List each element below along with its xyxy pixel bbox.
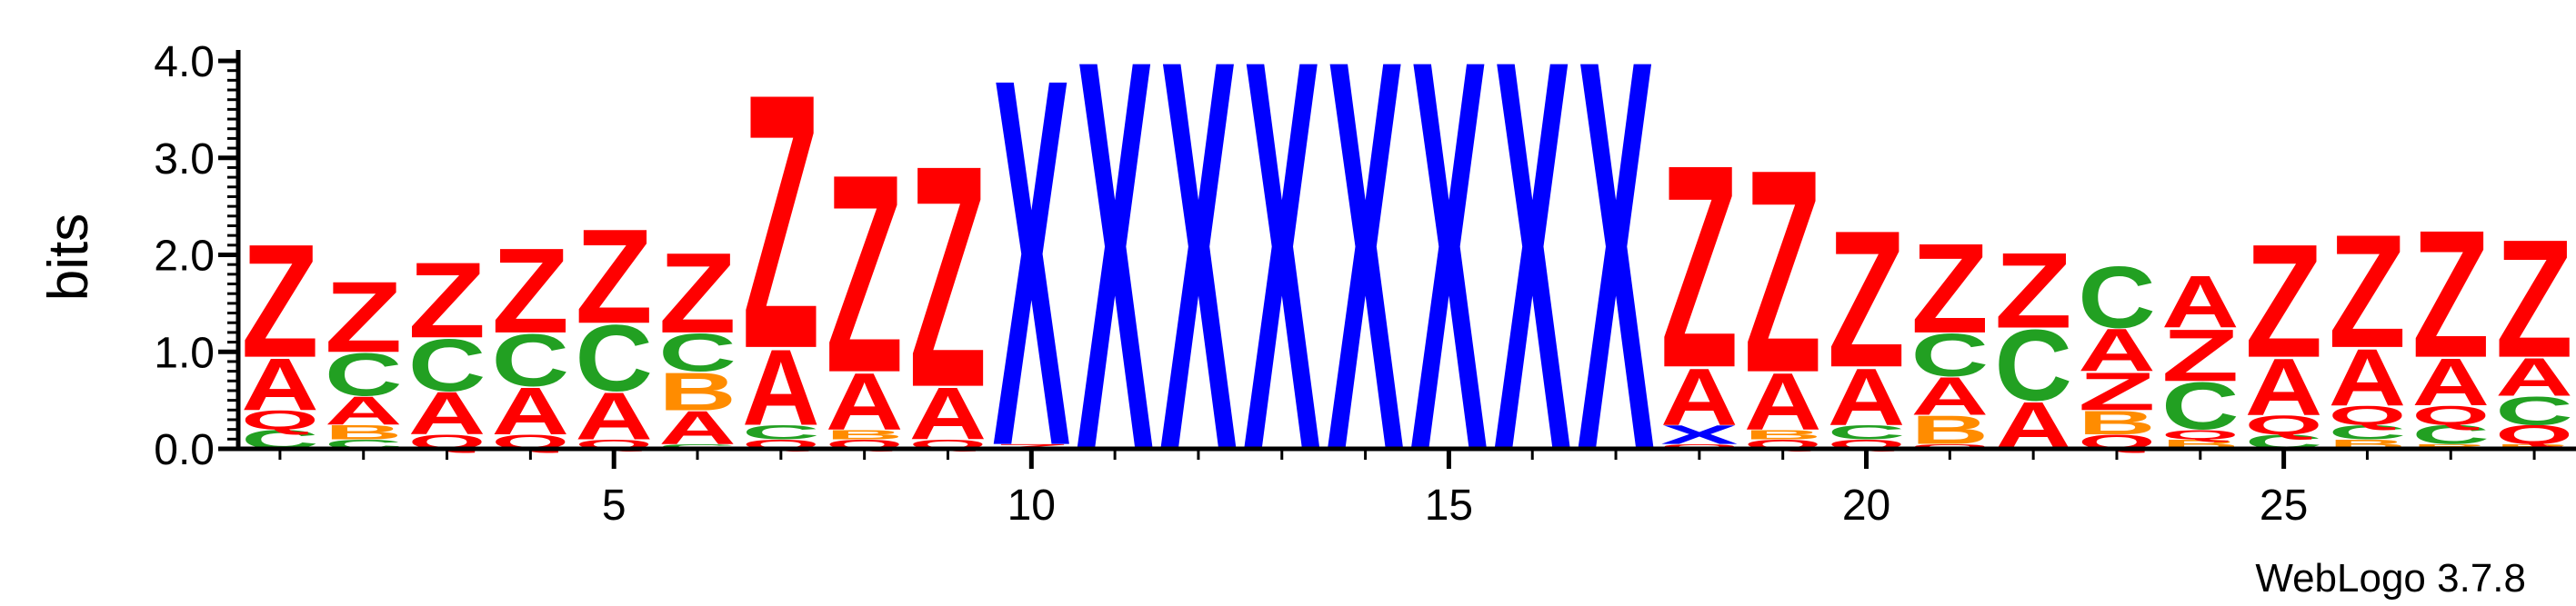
logo-glyph-c-pos-20: C (1828, 421, 1905, 443)
logo-glyph-z-pos-25: Z (2245, 210, 2322, 391)
logo-glyph-b-pos-19: B (1744, 427, 1821, 442)
logo-glyph-x-pos-11: X (1076, 0, 1154, 569)
logo-glyph-a-pos-1: A (241, 343, 318, 426)
x-tick-label: 25 (2260, 482, 2308, 530)
logo-glyph-a-pos-5: A (576, 378, 653, 453)
logo-glyph-c-pos-5: C (576, 305, 653, 412)
logo-glyph-c-pos-3: C (408, 323, 486, 407)
axis-layer: 0.0 1.0 2.0 3.0 4.0 5 10 15 20 25 (154, 38, 2576, 530)
logo-glyph-b-pos-27: B (2412, 442, 2490, 450)
logo-glyph-q-pos-1: Q (241, 405, 318, 435)
logo-glyph-x-pos-15: X (1410, 0, 1488, 569)
logo-glyph-a-pos-3: A (408, 380, 486, 447)
logo-glyph-z-pos-23: Z (2078, 362, 2155, 422)
logo-glyph-x-pos-10: X (993, 0, 1071, 556)
x-tick-label: 5 (602, 482, 626, 530)
logo-glyph-b-pos-23: B (2078, 404, 2155, 442)
logo-glyph-z-pos-8: Z (826, 117, 903, 432)
logo-glyph-z-pos-4: Z (492, 223, 569, 358)
logo-glyph-x-pos-18: X (1660, 420, 1738, 450)
y-tick-label: 3.0 (154, 135, 215, 184)
logo-glyph-a-pos-6: A (658, 402, 736, 454)
logo-glyph-c-pos-28: C (2495, 388, 2572, 433)
logo-glyph-b-pos-21: B (1911, 407, 1989, 452)
logo-glyph-a-pos-26: A (2329, 333, 2406, 422)
logo-glyph-z-pos-20: Z (1828, 191, 1905, 408)
x-tick-label: 10 (1007, 482, 1056, 530)
logo-glyph-b-pos-2: B (325, 421, 402, 443)
logo-glyph-c-pos-26: C (2329, 421, 2406, 443)
y-axis-label: bits (37, 214, 100, 301)
logo-glyph-z-pos-10: Z (993, 442, 1070, 450)
logo-glyph-x-pos-16: X (1494, 0, 1572, 569)
y-tick-label: 2.0 (154, 233, 215, 281)
logo-glyph-c-pos-4: C (492, 319, 569, 402)
logo-glyph-a-pos-24: A (2161, 261, 2239, 344)
y-tick-label: 0.0 (154, 426, 215, 474)
logo-glyph-c-pos-2: C (325, 342, 402, 409)
logo-glyph-z-pos-3: Z (408, 241, 486, 361)
logo-glyph-z-pos-2: Z (325, 261, 402, 373)
logo-glyph-b-pos-6: B (658, 361, 736, 422)
logo-glyph-z-pos-24: Z (2161, 314, 2239, 397)
logo-glyph-c-pos-6: C (658, 442, 736, 450)
logo-glyph-z-pos-9: Z (909, 101, 987, 454)
logo-glyph-q-pos-25: Q (2245, 410, 2322, 440)
logo-glyph-z-pos-6: Z (658, 230, 736, 357)
logo-glyph-a-pos-28: A (2495, 346, 2572, 407)
logo-glyph-a-pos-20: A (1828, 352, 1905, 442)
weblogo-credit: WebLogo 3.7.8 (2255, 556, 2526, 601)
logo-glyph-z-pos-7: Z (742, 18, 819, 424)
y-tick-label: 4.0 (154, 38, 215, 86)
logo-glyph-z-pos-19: Z (1744, 110, 1821, 433)
logo-glyph-x-pos-14: X (1327, 0, 1405, 569)
logo-glyph-q-pos-28: Q (2495, 420, 2572, 450)
logo-glyph-c-pos-6: C (658, 323, 736, 383)
x-tick-label: 15 (1425, 482, 1473, 530)
logo-glyph-a-pos-27: A (2412, 344, 2490, 420)
logo-glyph-x-pos-12: X (1159, 0, 1238, 569)
logo-glyph-c-pos-7: C (742, 421, 819, 443)
logo-glyph-a-pos-18: A (1660, 352, 1738, 442)
logo-glyph-z-pos-28: Z (2495, 204, 2572, 392)
logo-glyph-a-pos-25: A (2245, 343, 2322, 432)
logo-glyph-q-pos-27: Q (2412, 401, 2490, 431)
logo-glyph-z-pos-18: Z (1660, 105, 1738, 429)
logo-glyph-x-pos-13: X (1243, 0, 1321, 569)
x-tick-label: 20 (1842, 482, 1890, 530)
logo-glyph-c-pos-23: C (2078, 248, 2155, 346)
logo-glyph-a-pos-7: A (742, 328, 819, 448)
logo-glyph-a-pos-19: A (1744, 357, 1821, 447)
logo-glyph-z-pos-22: Z (1994, 231, 2071, 351)
logo-glyph-a-pos-2: A (325, 388, 402, 433)
logo-glyph-z-pos-1: Z (241, 210, 318, 391)
logo-glyph-z-pos-5: Z (576, 201, 653, 352)
logo-glyph-a-pos-23: A (2078, 317, 2155, 384)
logo-glyph-a-pos-21: A (1911, 366, 1989, 427)
y-tick-label: 1.0 (154, 329, 215, 377)
logo-glyph-q-pos-24: Q (2161, 427, 2239, 442)
logo-glyph-a-pos-9: A (909, 372, 987, 455)
logo-glyph-b-pos-28: B (2495, 442, 2572, 450)
logo-glyph-b-pos-8: B (826, 427, 903, 442)
logo-glyph-a-pos-8: A (826, 357, 903, 447)
logo-glyph-z-pos-21: Z (1911, 216, 1989, 360)
logo-glyph-q-pos-26: Q (2329, 401, 2406, 431)
logo-glyph-c-pos-21: C (1911, 322, 1989, 389)
logo-glyph-x-pos-17: X (1577, 0, 1655, 569)
logo-glyph-z-pos-27: Z (2412, 193, 2490, 396)
logo-glyph-a-pos-4: A (492, 373, 569, 449)
logo-glyph-c-pos-27: C (2412, 420, 2490, 450)
logo-glyph-c-pos-22: C (1994, 310, 2071, 422)
logo-glyph-z-pos-26: Z (2329, 201, 2406, 382)
logo-glyph-c-pos-24: C (2161, 369, 2239, 444)
